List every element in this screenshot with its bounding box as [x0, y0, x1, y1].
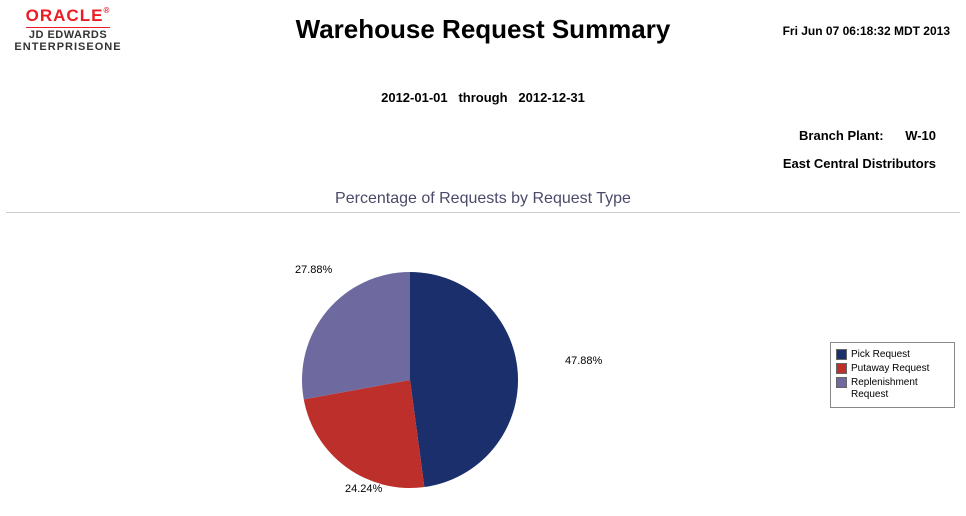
legend-swatch [836, 377, 847, 388]
pie-wrap [280, 250, 540, 510]
legend-item: Pick Request [836, 349, 949, 361]
pie-slice [304, 380, 425, 488]
report-timestamp: Fri Jun 07 06:18:32 MDT 2013 [783, 24, 950, 38]
divider [6, 212, 960, 213]
date-from: 2012-01-01 [381, 90, 448, 105]
pie-slice-label: 27.88% [295, 264, 332, 276]
pie-slice-label: 47.88% [565, 355, 602, 367]
pie-chart: 47.88% 24.24% 27.88% Pick Request Putaway R… [0, 230, 966, 510]
date-to: 2012-12-31 [518, 90, 585, 105]
branch-label: Branch Plant: [799, 128, 884, 143]
legend-item: Putaway Request [836, 363, 949, 375]
legend-swatch [836, 363, 847, 374]
legend-item: Replenishment Request [836, 377, 949, 401]
pie-slice [302, 272, 410, 399]
pie-slice-label: 24.24% [345, 483, 382, 495]
legend-label: Pick Request [851, 349, 910, 361]
chart-title: Percentage of Requests by Request Type [0, 190, 966, 208]
branch-plant: Branch Plant: W-10 [799, 128, 936, 143]
legend-swatch [836, 349, 847, 360]
date-sep: through [458, 90, 507, 105]
pie-slice [410, 272, 518, 487]
branch-name: East Central Distributors [783, 156, 936, 171]
date-range: 2012-01-01 through 2012-12-31 [0, 90, 966, 105]
chart-legend: Pick Request Putaway Request Replenishment… [830, 342, 955, 408]
pie-svg [280, 250, 540, 510]
legend-label: Putaway Request [851, 363, 929, 375]
legend-label: Replenishment Request [851, 377, 949, 401]
branch-code: W-10 [905, 128, 936, 143]
